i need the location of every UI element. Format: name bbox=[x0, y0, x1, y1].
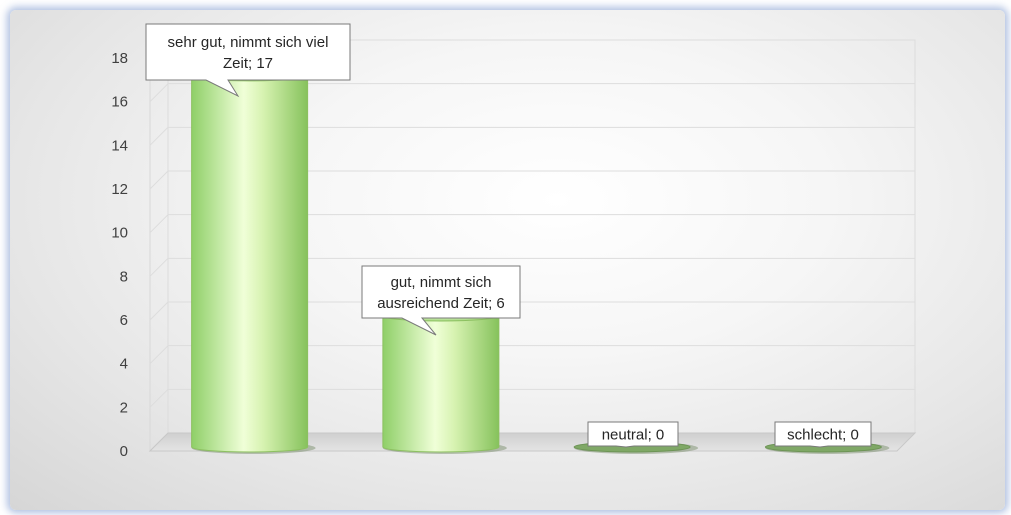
data-label-callout: gut, nimmt sich ausreichend Zeit; 6 bbox=[361, 265, 521, 336]
bar-body bbox=[191, 75, 309, 453]
y-tick-label: 18 bbox=[111, 50, 128, 67]
y-tick-label: 16 bbox=[111, 94, 128, 111]
data-label-text: ausreichend Zeit; 6 bbox=[377, 295, 505, 312]
callout-box bbox=[774, 421, 872, 448]
y-tick-label: 12 bbox=[111, 181, 128, 198]
y-tick-label: 4 bbox=[120, 356, 128, 373]
bar-body bbox=[382, 315, 500, 453]
bars bbox=[191, 70, 890, 454]
gridline-side bbox=[149, 257, 169, 277]
gridline-side bbox=[149, 170, 169, 190]
gridline-side bbox=[149, 83, 169, 103]
y-tick-label: 14 bbox=[111, 137, 128, 154]
data-label-text: neutral; 0 bbox=[602, 427, 665, 444]
gridline-side bbox=[149, 301, 169, 321]
callout-box bbox=[587, 421, 679, 448]
y-tick-label: 2 bbox=[120, 399, 128, 416]
data-label-text: gut, nimmt sich bbox=[391, 274, 492, 291]
side-wall bbox=[149, 38, 169, 453]
chart-frame: 0 2 4 6 8 10 12 14 16 18 sehr gut, nimmt sich vie… bbox=[10, 10, 1005, 510]
y-tick-label: 6 bbox=[120, 312, 128, 329]
y-tick-label: 0 bbox=[120, 443, 128, 460]
bar bbox=[191, 70, 316, 454]
y-axis: 0 2 4 6 8 10 12 14 16 18 bbox=[111, 50, 128, 460]
data-label-callout: sehr gut, nimmt sich viel Zeit; 17 bbox=[145, 23, 351, 98]
gridline-side bbox=[149, 214, 169, 234]
gridline-side bbox=[149, 388, 169, 408]
data-label-text: Zeit; 17 bbox=[223, 55, 273, 72]
callout-box bbox=[361, 265, 521, 336]
gridline-side bbox=[149, 345, 169, 365]
y-tick-label: 10 bbox=[111, 225, 128, 242]
y-tick-label: 8 bbox=[120, 268, 128, 285]
data-label-text: schlecht; 0 bbox=[787, 427, 859, 444]
data-label-callout: neutral; 0 bbox=[587, 421, 679, 448]
gridline-side bbox=[149, 126, 169, 146]
bar-chart: 0 2 4 6 8 10 12 14 16 18 sehr gut, nimmt sich vie… bbox=[111, 23, 917, 460]
callout-box bbox=[145, 23, 351, 98]
data-labels: sehr gut, nimmt sich viel Zeit; 17 gut, ni… bbox=[145, 23, 872, 448]
data-label-text: sehr gut, nimmt sich viel bbox=[168, 34, 329, 51]
data-label-callout: schlecht; 0 bbox=[774, 421, 872, 448]
bar bbox=[382, 310, 507, 454]
